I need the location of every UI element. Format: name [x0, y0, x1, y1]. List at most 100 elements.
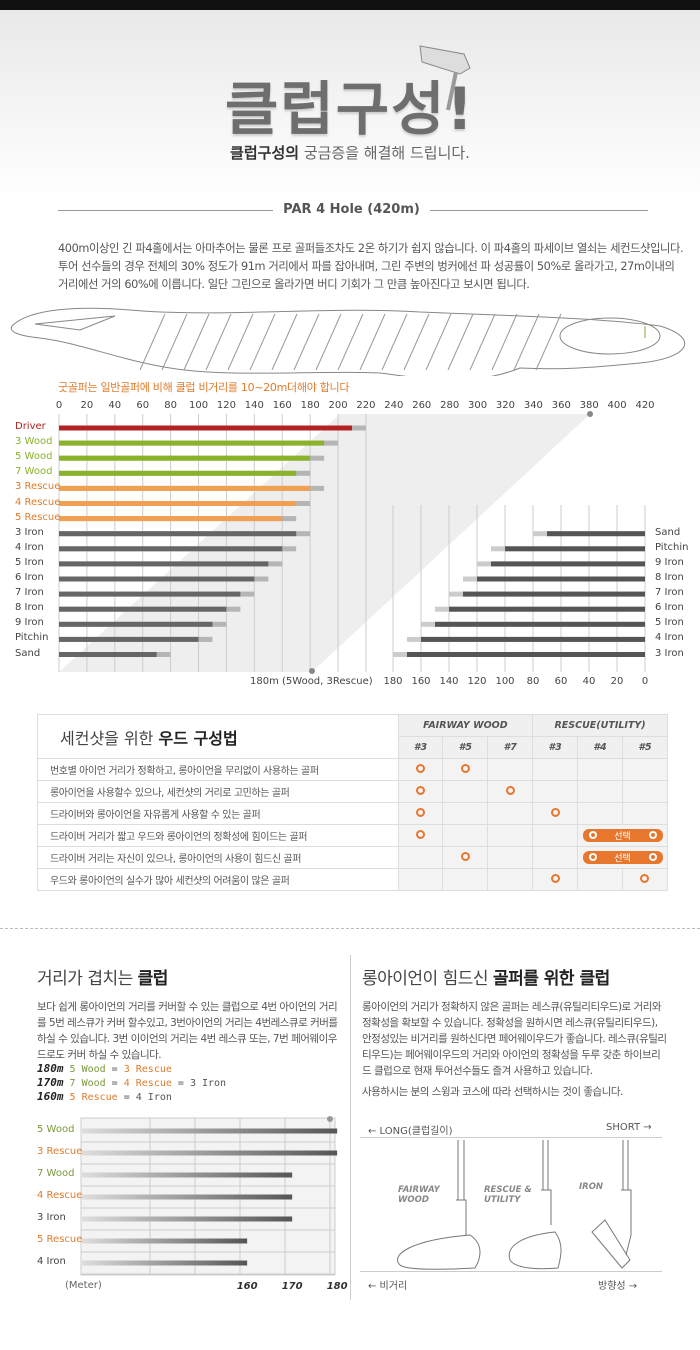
- x-tick-label: 20: [80, 400, 94, 411]
- x-tick-label: 140: [244, 400, 264, 411]
- row-question: 번호별 아이언 거리가 정확하고, 롱아이언을 무리없이 사용하는 골퍼: [37, 758, 399, 781]
- formula-line: 170m 7 Wood = 4 Rescue = 3 Iron: [37, 1076, 227, 1089]
- category-label: 3 Wood: [15, 436, 53, 448]
- section-title: PAR 4 Hole (420m): [273, 202, 430, 217]
- table-row: 드라이버 거리는 자신이 있으나, 롱아이언의 사용이 힘드신 골퍼 선택: [37, 846, 668, 869]
- table-row: 번호별 아이언 거리가 정확하고, 롱아이언을 무리없이 사용하는 골퍼: [37, 758, 669, 781]
- category-label: 3 Rescue: [15, 481, 61, 493]
- rescue-label: RESCUE & UTILITY: [484, 1185, 532, 1205]
- column-header: #5: [442, 736, 489, 759]
- x-tick-label: 340: [523, 400, 543, 411]
- bar-Pitchin: [59, 636, 199, 642]
- category-label: 7 Wood: [37, 1168, 75, 1179]
- x-tick-label: 160: [236, 1281, 258, 1292]
- category-label: 5 Iron: [655, 617, 684, 629]
- mark-cell: [532, 802, 578, 825]
- long-label: ← LONG(클럽길이): [368, 1126, 453, 1137]
- short-label: SHORT →: [606, 1122, 652, 1133]
- circle-mark-icon: [460, 763, 470, 773]
- fairway-stripe: [403, 313, 430, 371]
- column-header: #3: [532, 736, 578, 759]
- top-bar: [0, 0, 700, 10]
- formula-distance: 180m: [37, 1062, 64, 1075]
- category-label: Pitchin: [655, 541, 689, 553]
- circle-mark-icon: [415, 763, 425, 773]
- row-question: 드라이버 거리는 자신이 있으나, 롱아이언의 사용이 힘드신 골퍼: [37, 846, 399, 869]
- mark-cell: [397, 868, 444, 891]
- formula-line: 180m 5 Wood = 3 Rescue: [37, 1062, 172, 1075]
- mark-cell: [577, 802, 623, 825]
- mark-cell: [532, 824, 578, 847]
- bar-right-8-Iron: [477, 576, 645, 582]
- note-text: 굿골퍼는 일반골퍼에 비해 클럽 비거리를 10~20m더해야 합니다: [58, 381, 350, 394]
- putter-icon: [419, 45, 471, 111]
- bar-7-Wood: [82, 1172, 293, 1178]
- header-rescue: RESCUE(UTILITY): [532, 714, 668, 737]
- category-label: 5 Iron: [15, 556, 44, 568]
- formula-club: 7 Wood: [69, 1078, 106, 1089]
- x-tick-label: 180: [300, 400, 320, 411]
- column-divider: [350, 955, 351, 1300]
- fairway-stripe: [183, 313, 210, 371]
- fairway-stripe: [271, 313, 298, 371]
- mark-cell: [397, 758, 444, 781]
- mark-cell: [577, 868, 623, 891]
- rescue-head-icon: [508, 1231, 562, 1270]
- x-tick-label: 120: [216, 400, 236, 411]
- divider: [360, 1271, 662, 1272]
- row-question: 드라이버 거리가 짧고 우드와 롱아이언의 정확성에 힘이드는 골퍼: [37, 824, 399, 847]
- mark-cell: [487, 846, 534, 869]
- circle-mark-icon: [640, 873, 650, 883]
- bar-4-Rescue: [59, 501, 297, 506]
- longiron-text: 롱아이언의 거리가 정확하지 않은 골퍼는 레스큐(유틸리티우드)로 거리와 정…: [362, 1001, 667, 1077]
- fairway-stripe: [447, 313, 474, 371]
- x-tick-label: 140: [439, 676, 459, 687]
- bar-5-Wood: [59, 455, 311, 461]
- x-tick-label: 160: [272, 400, 292, 411]
- shaded-band: [59, 414, 590, 672]
- x-tick-label: 40: [582, 676, 596, 687]
- x-tick-label: 180: [383, 676, 403, 687]
- category-label: 5 Rescue: [15, 511, 61, 523]
- bar-Driver: [59, 425, 352, 431]
- bar-3-Iron: [59, 531, 297, 537]
- row-question: 드라이버와 롱아이언을 자유롭게 사용할 수 있는 골퍼: [37, 802, 399, 825]
- category-label: 9 Iron: [655, 556, 684, 568]
- bar-right-Sand: [547, 531, 645, 537]
- circle-mark-icon: [550, 807, 560, 817]
- bar-right-7-Iron: [463, 591, 645, 597]
- category-label: 3 Iron: [37, 1212, 66, 1223]
- fairway-stripe: [425, 313, 452, 371]
- category-label: 7 Iron: [15, 587, 44, 599]
- marker-dot: [309, 668, 315, 674]
- bar-4-Rescue: [82, 1194, 293, 1200]
- mark-cell: [442, 780, 489, 803]
- x-tick-label: 160: [411, 676, 431, 687]
- x-tick-label: 380: [579, 400, 599, 411]
- circle-mark-icon: [588, 831, 597, 840]
- category-label: 7 Iron: [655, 587, 684, 599]
- category-label: 9 Iron: [15, 617, 44, 629]
- category-label: 6 Iron: [655, 602, 684, 614]
- circle-mark-icon: [415, 829, 425, 839]
- circle-mark-icon: [415, 807, 425, 817]
- mark-cell: 선택: [577, 824, 668, 847]
- divider: [58, 210, 273, 211]
- x-tick-label: 240: [384, 400, 404, 411]
- bar-right-9-Iron: [491, 561, 645, 567]
- title-light: 세컨샷을 위한: [60, 728, 159, 748]
- mark-cell: [487, 758, 534, 781]
- wood-config-table: 세컨샷을 위한 우드 구성법 FAIRWAY WOOD RESCUE(UTILI…: [37, 714, 669, 891]
- x-axis-label: (Meter): [65, 1280, 102, 1291]
- formula-club: 4 Rescue: [123, 1078, 172, 1089]
- mark-cell: [442, 868, 489, 891]
- x-tick-label: 200: [328, 400, 348, 411]
- bar-7-Iron: [59, 591, 241, 597]
- category-label: 4 Rescue: [15, 496, 61, 508]
- overlap-text: 보다 쉽게 롱아이언의 거리를 커버할 수 있는 클럽으로 4번 아이언의 거리…: [37, 1001, 338, 1061]
- mark-cell: [621, 868, 669, 891]
- title-light: 롱아이언이 힘드신: [362, 969, 493, 989]
- bar-5-Rescue: [82, 1238, 248, 1244]
- select-label: 선택: [614, 853, 631, 864]
- category-label: Sand: [655, 526, 681, 538]
